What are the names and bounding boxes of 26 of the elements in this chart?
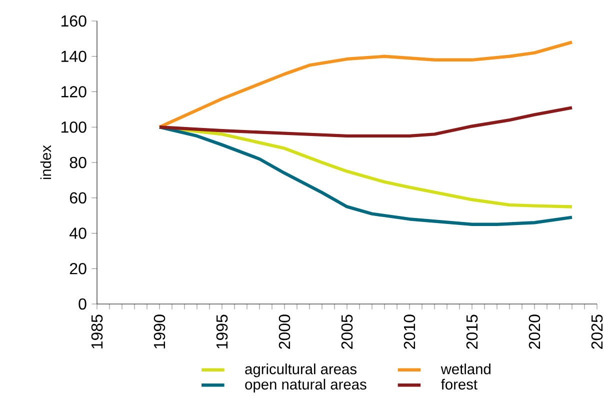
- x-tick-label: 2025: [591, 314, 603, 349]
- x-tick-label: 2005: [341, 314, 353, 349]
- x-tick-label: 2020: [528, 314, 540, 349]
- y-tick-label: 0: [78, 298, 86, 310]
- x-tick-label: 2015: [466, 314, 478, 349]
- legend-label: forest: [441, 378, 478, 390]
- y-tick-label: 120: [61, 86, 86, 98]
- x-tick-label: 1985: [91, 314, 103, 348]
- y-tick-label: 20: [70, 262, 86, 274]
- line-series: [158, 106, 574, 138]
- y-axis-title: index: [40, 145, 52, 180]
- x-tick-label: 1990: [154, 314, 166, 348]
- line-series: [158, 40, 574, 129]
- y-tick-label: 40: [70, 228, 86, 239]
- legend-label: agricultural areas: [245, 364, 356, 378]
- y-tick-label: 160: [61, 15, 86, 27]
- y-tick-label: 60: [70, 192, 86, 204]
- legend-label: open natural areas: [245, 378, 366, 392]
- y-tick-label: 80: [70, 156, 86, 168]
- legend-label: wetland: [440, 364, 490, 374]
- x-tick-label: 1995: [216, 314, 228, 348]
- x-tick-label: 2010: [404, 314, 416, 349]
- x-tick-label: 2000: [278, 314, 290, 349]
- y-tick-label: 140: [61, 50, 86, 62]
- y-tick-label: 100: [61, 121, 86, 133]
- line-series: [158, 126, 574, 226]
